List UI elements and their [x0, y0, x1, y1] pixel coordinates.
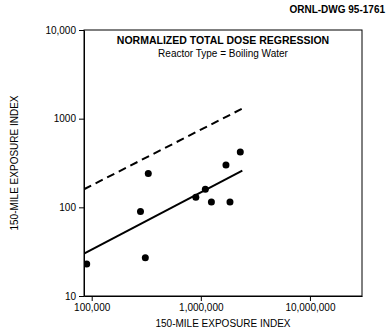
tick-label: 1,000,000 — [179, 302, 224, 313]
tick-mark — [79, 296, 84, 297]
tick-mark — [79, 30, 84, 31]
y-axis: 10 100 1000 10,000 — [45, 25, 84, 302]
tick-label: 1000 — [54, 113, 77, 124]
tick: 10 — [65, 291, 84, 302]
subtitle: Reactor Type = Boiling Water — [158, 48, 288, 59]
x-axis-title: 150-MILE EXPOSURE INDEX — [155, 318, 290, 329]
tick-label: 100,000 — [74, 302, 111, 313]
chart-container: 100,000 1,000,000 10,000,000 10 100 1000 10,00… — [0, 0, 391, 335]
data-point — [84, 260, 90, 267]
tick-mark — [201, 296, 202, 301]
tick-mark — [79, 207, 84, 208]
data-point — [145, 170, 152, 177]
tick-mark — [310, 296, 311, 301]
tick: 100 — [59, 202, 84, 213]
tick-label: 10,000 — [45, 25, 76, 36]
tick: 100,000 — [74, 296, 111, 313]
dashed-line — [84, 109, 242, 190]
tick-label: 100 — [59, 202, 76, 213]
title: NORMALIZED TOTAL DOSE REGRESSION — [117, 34, 329, 46]
chart-svg: 100,000 1,000,000 10,000,000 10 100 1000 10,00… — [0, 0, 391, 335]
data-point — [237, 149, 244, 156]
axis-line — [85, 296, 363, 297]
data-point — [222, 162, 229, 169]
tick: 1,000,000 — [179, 296, 224, 313]
data-point — [137, 208, 144, 215]
plot-frame — [84, 30, 362, 296]
annotation: ORNL-DWG 95-1761 — [289, 4, 385, 15]
data-point — [208, 198, 215, 205]
tick: 1000 — [54, 113, 84, 124]
tick: 10,000,000 — [285, 296, 335, 313]
regression-line — [84, 171, 242, 254]
plot: 100,000 1,000,000 10,000,000 10 100 1000 10,00… — [45, 25, 362, 313]
tick-label: 10 — [65, 291, 77, 302]
data-point — [226, 198, 233, 205]
y-axis-title: 150-MILE EXPOSURE INDEX — [9, 95, 20, 230]
axis-line — [84, 31, 85, 297]
data-point — [142, 254, 149, 261]
tick-label: 10,000,000 — [285, 302, 335, 313]
tick-mark — [79, 119, 84, 120]
x-axis: 100,000 1,000,000 10,000,000 — [74, 296, 362, 313]
tick: 10,000 — [45, 25, 84, 36]
marks — [84, 109, 244, 268]
tick-mark — [92, 296, 93, 301]
